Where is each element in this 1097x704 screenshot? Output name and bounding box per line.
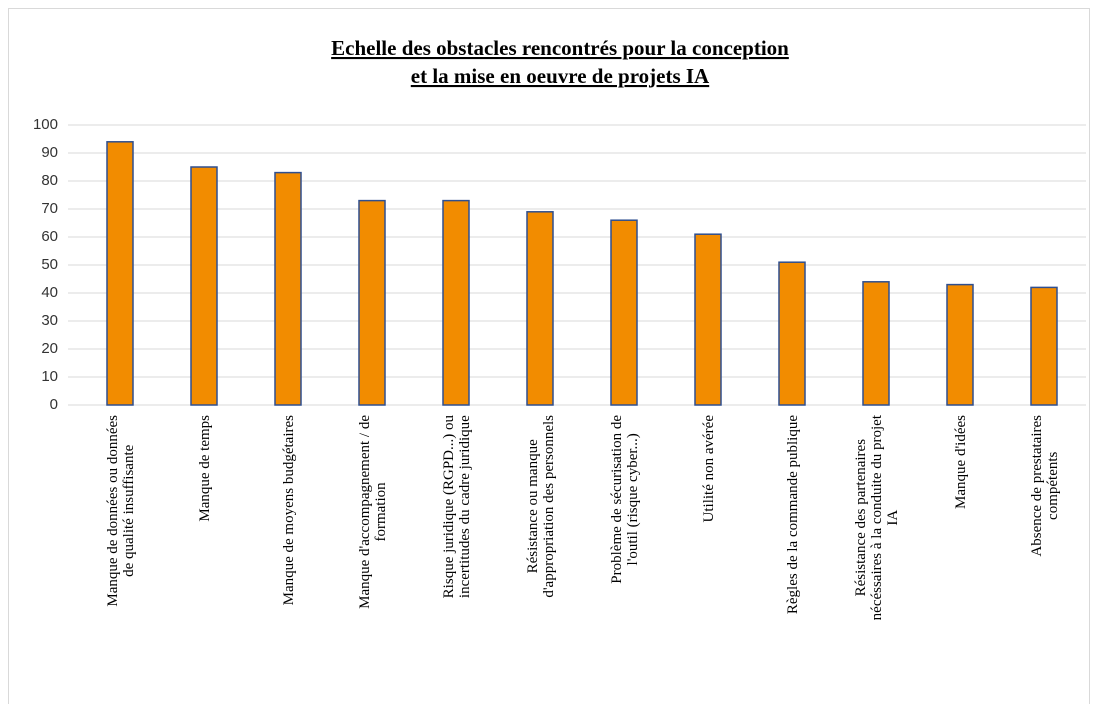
y-tick-label: 100 xyxy=(33,116,58,133)
bar xyxy=(106,141,134,406)
x-tick-label: Manque d'accompagnement / de xyxy=(357,415,373,609)
x-tick-label: Problème de sécurisation de xyxy=(609,415,625,584)
y-tick-label: 50 xyxy=(41,256,58,273)
x-tick-label: Règles de la commande publique xyxy=(785,415,801,614)
chart-title: Echelle des obstacles rencontrés pour la… xyxy=(331,36,789,60)
bar xyxy=(610,219,638,406)
x-tick-label: d'appropriation des personnels xyxy=(541,415,557,598)
y-tick-label: 30 xyxy=(41,312,58,329)
bar xyxy=(946,283,974,406)
bar xyxy=(778,261,806,406)
x-tick-label: nécéssaires à la conduite du projet xyxy=(869,414,885,620)
bar xyxy=(274,171,302,406)
x-tick-label: l'outil (risque cyber...) xyxy=(625,433,641,565)
y-tick-label: 40 xyxy=(41,284,58,301)
bar xyxy=(526,211,554,406)
x-tick-label: Résistance ou manque xyxy=(525,439,541,573)
y-tick-label: 90 xyxy=(41,144,58,161)
x-tick-label: IA xyxy=(885,510,901,526)
bar xyxy=(442,199,470,406)
y-tick-label: 10 xyxy=(41,368,58,385)
bar xyxy=(694,233,722,406)
x-tick-label: Utilité non avérée xyxy=(701,415,717,523)
x-tick-label: de qualité insuffisante xyxy=(121,444,137,577)
x-tick-label: Absence de prestataires xyxy=(1029,415,1045,557)
x-tick-label: compétents xyxy=(1045,451,1061,519)
x-tick-label: Risque juridique (RGPD...) ou xyxy=(441,415,457,599)
bar xyxy=(862,281,890,406)
x-tick-label: Manque de données ou données xyxy=(105,415,121,607)
x-tick-label: Manque d'idées xyxy=(953,415,969,509)
y-tick-label: 80 xyxy=(41,172,58,189)
x-tick-label: Manque de temps xyxy=(197,415,213,522)
y-tick-label: 70 xyxy=(41,200,58,217)
bar xyxy=(190,166,218,406)
x-tick-label: Manque de moyens budgétaires xyxy=(281,415,297,606)
y-tick-label: 20 xyxy=(41,340,58,357)
x-tick-label: formation xyxy=(373,482,389,542)
x-tick-label: incertitudes du cadre juridique xyxy=(457,415,473,598)
bar xyxy=(358,199,386,406)
y-tick-label: 60 xyxy=(41,228,58,245)
chart-title: et la mise en oeuvre de projets IA xyxy=(411,64,710,88)
bar xyxy=(1030,286,1058,406)
x-tick-label: Résistance des partenaires xyxy=(853,439,869,597)
y-tick-label: 0 xyxy=(50,396,58,413)
